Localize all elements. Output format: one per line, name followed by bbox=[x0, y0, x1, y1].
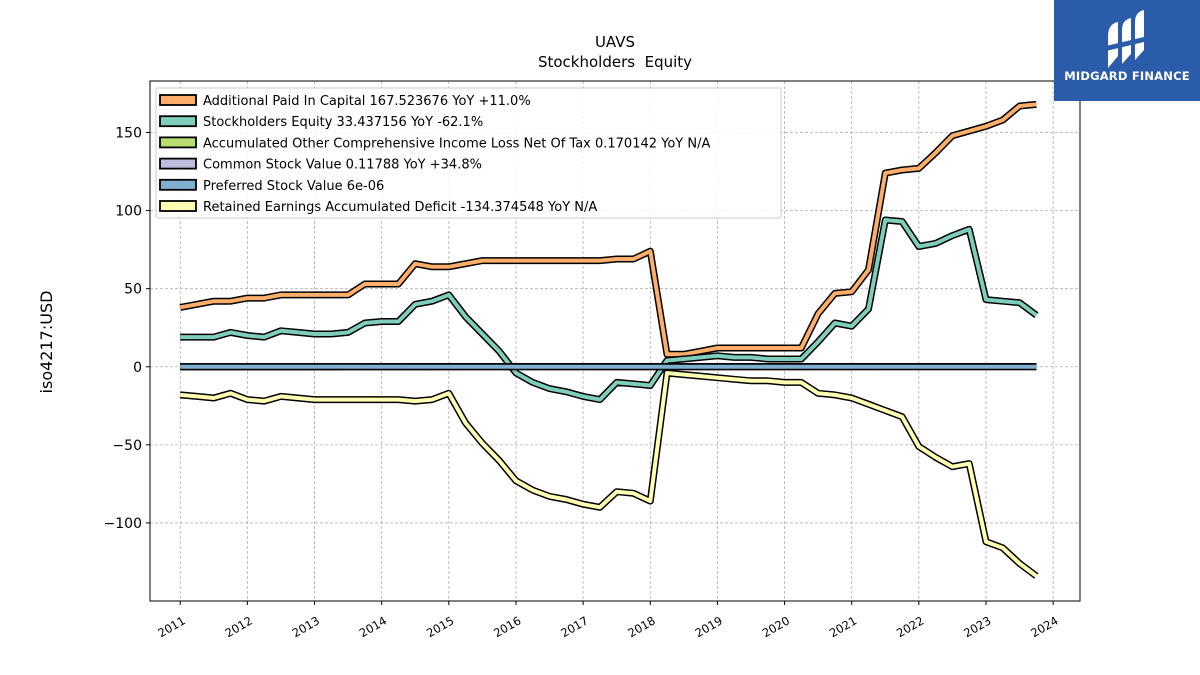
plot-frame bbox=[149, 80, 1081, 602]
x-tick-label: 2012 bbox=[223, 613, 255, 640]
x-tick-label: 2018 bbox=[625, 613, 657, 640]
y-tick-label: 0 bbox=[133, 360, 142, 376]
series-line bbox=[180, 371, 1038, 578]
y-tick-label: −100 bbox=[104, 516, 142, 532]
y-tick-label: −50 bbox=[112, 438, 142, 454]
x-tick-label: 2019 bbox=[693, 613, 725, 640]
legend-swatch bbox=[159, 115, 197, 128]
legend-label: Retained Earnings Accumulated Deficit -1… bbox=[203, 200, 597, 215]
x-tick-label: 2014 bbox=[357, 613, 389, 640]
series-line bbox=[180, 218, 1038, 402]
y-axis-ticks: −100 −50 0 50 100 150 bbox=[104, 126, 150, 532]
x-tick-label: 2013 bbox=[290, 613, 322, 640]
x-tick-label: 2020 bbox=[760, 613, 792, 640]
legend-label: Common Stock Value 0.11788 YoY +34.8% bbox=[203, 158, 482, 173]
y-tick-label: 100 bbox=[115, 204, 142, 220]
legend: Additional Paid In Capital 167.523676 Yo… bbox=[155, 87, 782, 219]
legend-swatch bbox=[159, 136, 197, 149]
chart-subtitle: Stockholders Equity bbox=[538, 53, 692, 71]
series-line bbox=[179, 102, 1037, 357]
brand-logo: MIDGARD FINANCE bbox=[1054, 0, 1200, 101]
y-tick-label: 50 bbox=[124, 282, 142, 298]
legend-label: Stockholders Equity 33.437156 YoY -62.1% bbox=[203, 115, 483, 130]
legend-label: Preferred Stock Value 6e-06 bbox=[203, 179, 384, 194]
legend-label: Additional Paid In Capital 167.523676 Yo… bbox=[203, 94, 531, 109]
x-axis-ticks: 2011 2012 2013 2014 2015 2016 2017 2018 2019 2020… bbox=[155, 601, 1061, 640]
legend-box bbox=[155, 87, 782, 219]
series-retained-earnings-accumulated-deficit bbox=[179, 369, 1039, 579]
x-tick-label: 2017 bbox=[558, 613, 590, 640]
legend-swatch bbox=[159, 157, 197, 170]
legend-swatch bbox=[159, 178, 197, 191]
y-tick-label: 150 bbox=[115, 126, 142, 142]
brand-name: MIDGARD FINANCE bbox=[1064, 69, 1190, 83]
legend-swatch bbox=[159, 200, 197, 212]
x-tick-label: 2021 bbox=[827, 613, 859, 640]
x-tick-label: 2015 bbox=[424, 613, 456, 640]
y-axis-label: iso4217:USD bbox=[37, 291, 56, 394]
series-additional-paid-in-capital bbox=[179, 100, 1037, 358]
series-outline bbox=[180, 216, 1039, 404]
series-lines bbox=[179, 100, 1039, 579]
x-tick-label: 2023 bbox=[961, 613, 993, 640]
series-stockholders-equity bbox=[180, 216, 1039, 404]
series-outline bbox=[179, 369, 1039, 579]
x-tick-label: 2016 bbox=[491, 613, 523, 640]
legend-label: Accumulated Other Comprehensive Income L… bbox=[203, 136, 710, 151]
chart-title: UAVS bbox=[595, 33, 635, 51]
x-tick-label: 2022 bbox=[894, 613, 926, 640]
x-tick-label: 2024 bbox=[1028, 613, 1060, 640]
x-tick-label: 2011 bbox=[155, 613, 187, 640]
legend-swatch bbox=[159, 94, 197, 106]
midgard-logo-icon bbox=[1106, 10, 1148, 68]
